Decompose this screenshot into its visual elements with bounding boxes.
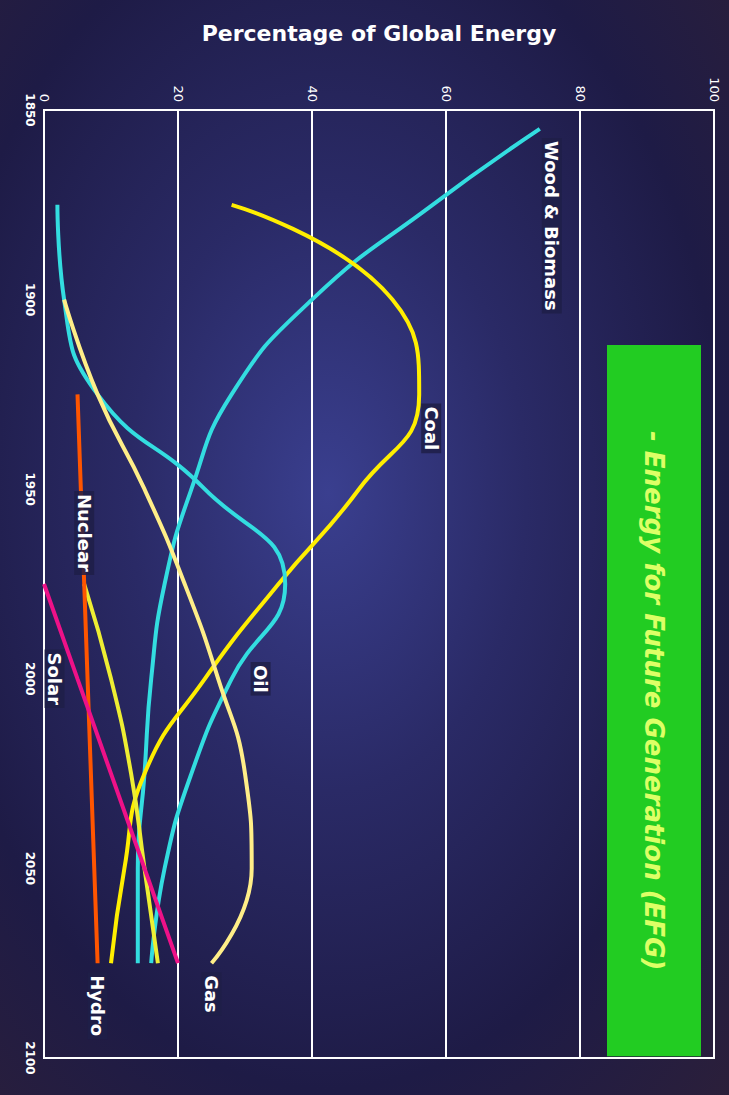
svg-text:1900: 1900 bbox=[23, 283, 37, 316]
svg-text:2000: 2000 bbox=[23, 662, 37, 695]
svg-text:Percentage of Global Energy: Percentage of Global Energy bbox=[202, 21, 557, 46]
svg-text:Gas: Gas bbox=[201, 975, 222, 1013]
svg-text:100: 100 bbox=[707, 77, 722, 102]
svg-text:40: 40 bbox=[305, 85, 320, 102]
svg-text:Solar: Solar bbox=[44, 653, 65, 706]
svg-text:2100: 2100 bbox=[23, 1041, 37, 1074]
svg-text:Wood & Biomass: Wood & Biomass bbox=[541, 141, 562, 311]
svg-text:Hydro: Hydro bbox=[87, 975, 108, 1036]
svg-text:2050: 2050 bbox=[23, 852, 37, 885]
svg-text:1950: 1950 bbox=[23, 472, 37, 505]
svg-text:80: 80 bbox=[573, 85, 588, 102]
svg-text:- Energy for Future Generation: - Energy for Future Generation (EFG) bbox=[639, 431, 669, 970]
svg-text:Coal: Coal bbox=[421, 406, 442, 450]
svg-text:0: 0 bbox=[37, 94, 52, 102]
svg-text:60: 60 bbox=[439, 85, 454, 102]
svg-text:Nuclear: Nuclear bbox=[74, 494, 95, 572]
svg-text:20: 20 bbox=[171, 85, 186, 102]
svg-text:Oil: Oil bbox=[250, 665, 271, 693]
svg-text:1850: 1850 bbox=[23, 93, 37, 126]
